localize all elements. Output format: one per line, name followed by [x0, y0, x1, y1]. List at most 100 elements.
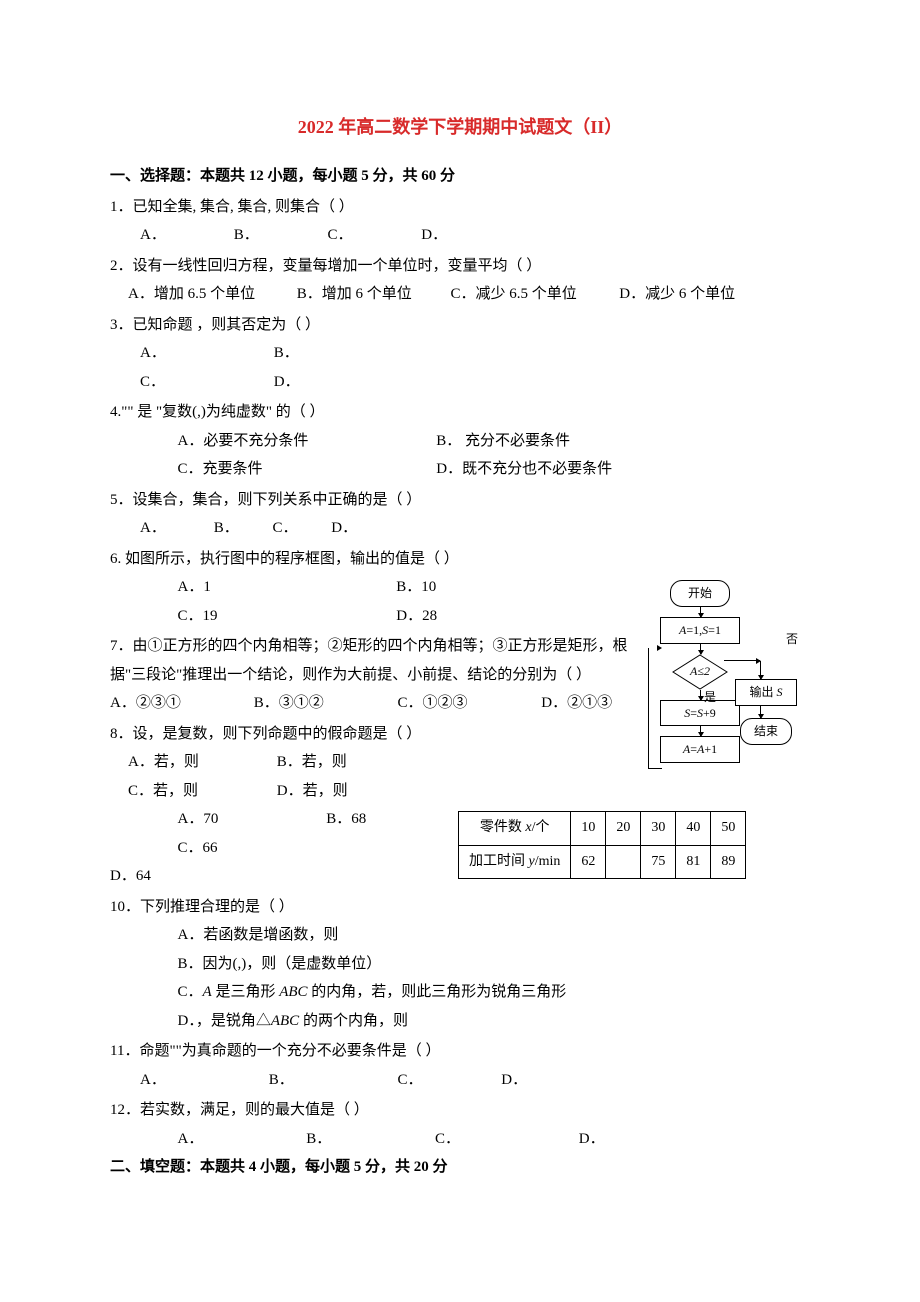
table-cell: 10 — [571, 812, 606, 846]
fc-cond-op: ≤2 — [697, 660, 710, 683]
table-row: 零件数 x/个 10 20 30 40 50 — [459, 812, 746, 846]
q5-opt-b: B． — [214, 514, 269, 543]
fc-arrow-icon — [700, 690, 701, 700]
q8-opt-c: C．若，则 — [128, 777, 273, 806]
q10-opt-a: A．若函数是增函数，则 — [110, 921, 810, 950]
q4-opt-d: D．既不充分也不必要条件 — [436, 461, 612, 477]
table-row: 加工时间 y/min 62 75 81 89 — [459, 845, 746, 879]
table-y-label-post: /min — [535, 854, 561, 869]
fc-arrow-icon — [700, 726, 701, 736]
q7-opt-a: A．②③① — [110, 689, 250, 718]
q3-opt-b: B． — [274, 339, 299, 368]
q7-opt-c: C．①②③ — [398, 689, 538, 718]
table-cell: 75 — [641, 845, 676, 879]
q4-opt-c: C．充要条件 — [178, 455, 433, 484]
q9-opt-b: B．68 — [326, 805, 401, 834]
table-cell: 89 — [711, 845, 746, 879]
table-header-y: 加工时间 y/min — [459, 845, 571, 879]
table-cell — [606, 845, 641, 879]
q5-text: 5．设集合，集合，则下列关系中正确的是（ ） — [110, 486, 810, 515]
q10c-pre: C． — [178, 984, 203, 1000]
fc-cond-a: A — [690, 660, 697, 683]
q10-opt-d: D．，是锐角△ABC 的两个内角，则 — [110, 1007, 810, 1036]
q11-opt-d: D． — [501, 1066, 527, 1095]
q1-text: 1．已知全集, 集合, 集合, 则集合（ ） — [110, 193, 810, 222]
q3-text: 3．已知命题 ，则其否定为（ ） — [110, 311, 810, 340]
q10d-abc: ABC — [271, 1013, 299, 1029]
q10-opt-c: C．A 是三角形 ABC 的内角，若，则此三角形为锐角三角形 — [110, 978, 810, 1007]
fc-init-eq: =1, — [686, 623, 702, 637]
q8-opt-a: A．若，则 — [128, 748, 273, 777]
table-cell: 40 — [676, 812, 711, 846]
table-x-label-pre: 零件数 — [480, 820, 526, 835]
q10c-m2: 的内角，若，则此三角形为锐角三角形 — [308, 984, 567, 1000]
q6-opt-c: C．19 — [178, 602, 393, 631]
fc-arrow-icon — [700, 607, 701, 617]
q9-row: A．70 B．68 C．66 D．64 零件数 x/个 10 20 30 40 … — [110, 805, 810, 891]
q4-opt-b: B． 充分不必要条件 — [436, 433, 570, 449]
q3-opt-c: C． — [140, 368, 270, 397]
q12-opt-c: C． — [435, 1125, 575, 1154]
fc-arrow-icon — [700, 644, 701, 654]
q11-text: 11．命题""为真命题的一个充分不必要条件是（ ） — [110, 1037, 810, 1066]
table-cell: 20 — [606, 812, 641, 846]
fc-condition: A≤2 — [672, 654, 728, 690]
fc-end: 结束 — [740, 718, 792, 745]
q2-opt-b: B．增加 6 个单位 — [297, 280, 447, 309]
q11-options: A． B． C． D． — [110, 1066, 810, 1095]
q10c-abc: ABC — [279, 984, 307, 1000]
q6-opt-b: B．10 — [396, 579, 436, 595]
fc-return-line — [648, 648, 661, 769]
q2-text: 2．设有一线性回归方程，变量每增加一个单位时，变量平均（ ） — [110, 252, 810, 281]
fc-vline — [760, 661, 810, 679]
q3-options-row2: C． D． — [110, 368, 810, 397]
q9-opt-a: A．70 — [178, 805, 323, 834]
table-cell: 62 — [571, 845, 606, 879]
q3-opt-a: A． — [140, 339, 270, 368]
q12-opt-a: A． — [178, 1125, 303, 1154]
table-cell: 30 — [641, 812, 676, 846]
fc-start: 开始 — [670, 580, 730, 607]
q6-opt-a: A．1 — [178, 573, 393, 602]
q5-opt-c: C． — [273, 514, 328, 543]
q8-opt-b: B．若，则 — [277, 754, 347, 770]
fc-init: A=1,S=1 — [660, 617, 740, 644]
q7-opt-d: D．②①③ — [541, 695, 612, 711]
q1-opt-d: D． — [421, 221, 447, 250]
exam-title: 2022 年高二数学下学期期中试题文（II） — [110, 110, 810, 144]
q2-opt-c: C．减少 6.5 个单位 — [451, 280, 616, 309]
q10d-post: 的两个内角，则 — [299, 1013, 408, 1029]
q11-opt-a: A． — [140, 1066, 265, 1095]
table-y-label-pre: 加工时间 — [469, 854, 529, 869]
q2-opt-d: D．减少 6 个单位 — [619, 286, 735, 302]
fc-init-rest: =1 — [708, 623, 721, 637]
q10c-a: A — [203, 984, 212, 1000]
q11-opt-c: C． — [398, 1066, 498, 1095]
q3-opt-d: D． — [274, 368, 300, 397]
fc-increment: A=A+1 — [660, 736, 740, 763]
q8-options-row2: C．若，则 D．若，则 — [110, 777, 810, 806]
table-cell: 81 — [676, 845, 711, 879]
q10c-m1: 是三角形 — [212, 984, 280, 1000]
exam-page: 2022 年高二数学下学期期中试题文（II） 一、选择题：本题共 12 小题，每… — [0, 0, 920, 1302]
q4-text: 4."" 是 "复数(,)为纯虚数" 的（ ） — [110, 398, 810, 427]
q2-options: A．增加 6.5 个单位 B．增加 6 个单位 C．减少 6.5 个单位 D．减… — [110, 280, 810, 309]
q12-text: 12．若实数，满足，则的最大值是（ ） — [110, 1096, 810, 1125]
fc-yes-label: 是 — [704, 686, 716, 709]
q10-text: 10．下列推理合理的是（ ） — [110, 893, 810, 922]
fc-hline-icon — [724, 660, 760, 661]
q5-opt-a: A． — [140, 514, 210, 543]
section2-heading: 二、填空题：本题共 4 小题，每小题 5 分，共 20 分 — [110, 1153, 810, 1182]
q3-options-row1: A． B． — [110, 339, 810, 368]
q7-text: 7．由①正方形的四个内角相等；②矩形的四个内角相等；③正方形是矩形，根据"三段论… — [110, 632, 630, 689]
q10d-pre: D．，是锐角△ — [178, 1013, 271, 1029]
fc-step-eq: = — [690, 706, 697, 720]
q4-options-row2: C．充要条件 D．既不充分也不必要条件 — [110, 455, 810, 484]
data-table: 零件数 x/个 10 20 30 40 50 加工时间 y/min 62 75 … — [458, 811, 746, 879]
q9-opt-c: C．66 — [178, 840, 218, 856]
q6-opt-d: D．28 — [396, 608, 437, 624]
fc-step: S=S+9 — [660, 700, 740, 727]
q10-opt-b: B．因为(,)，则（是虚数单位） — [110, 950, 810, 979]
q1-opt-b: B． — [234, 221, 324, 250]
q1-opt-a: A． — [140, 221, 230, 250]
